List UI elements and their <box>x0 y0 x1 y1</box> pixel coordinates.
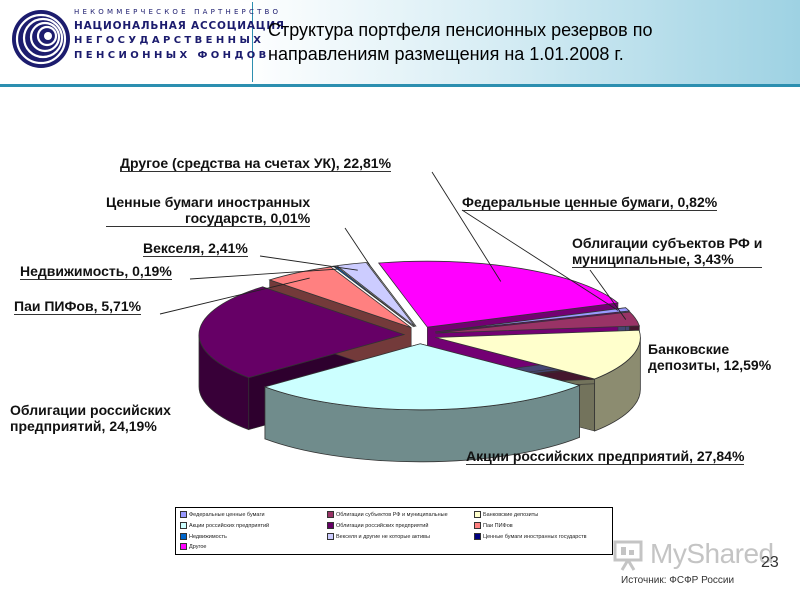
slice-label-foreign-securities: Ценные бумаги иностранных государств, 0,… <box>106 194 311 227</box>
slice-label-bills: Векселя, 2,41% <box>143 240 248 257</box>
legend-item: Федеральные ценные бумаги <box>180 511 265 518</box>
pie-slice-федеральные-ценные-бумаги <box>434 307 631 333</box>
legend-item: Недвижимость <box>180 533 227 540</box>
slice-label-bank-deposits: Банковские депозиты, 12,59% <box>648 341 771 373</box>
chart-legend: Федеральные ценные бумаги Облигации субъ… <box>175 507 613 555</box>
presentation-icon <box>613 540 643 571</box>
pie-slice-банковские-депозиты <box>435 329 641 380</box>
legend-label: Федеральные ценные бумаги <box>189 511 265 518</box>
logo-text-line: НЕКОММЕРЧЕСКОЕ ПАРТНЕРСТВО <box>74 8 282 16</box>
slice-label-line: Облигации субъектов РФ и <box>572 235 763 251</box>
legend-swatch <box>474 511 481 518</box>
legend-item: Облигации субъектов РФ и муниципальные <box>327 511 448 518</box>
leader-line-векселя-и-другие-не-которые-активы <box>259 255 358 271</box>
legend-item: Другое <box>180 543 206 550</box>
slice-label-line: предприятий, 24,19% <box>10 418 157 434</box>
page-title-line: Структура портфеля пенсионных резервов п… <box>268 20 653 40</box>
legend-label: Другое <box>189 543 207 550</box>
header-divider <box>0 84 800 87</box>
legend-item: Облигации российских предприятий <box>327 522 428 529</box>
slice-label-line: депозиты, 12,59% <box>648 357 772 373</box>
legend-swatch <box>327 522 334 529</box>
slice-label-line: муниципальные, 3,43% <box>572 251 763 268</box>
legend-label: Ценные бумаги иностранных государств <box>483 533 587 540</box>
watermark: MyShared <box>612 536 782 576</box>
header: НЕКОММЕРЧЕСКОЕ ПАРТНЕРСТВО НАЦИОНАЛЬНАЯ … <box>0 0 800 87</box>
pie-slice-паи-пифов <box>268 266 412 329</box>
legend-swatch <box>180 511 187 518</box>
leader-line-федеральные-ценные-бумаги <box>461 209 619 311</box>
slice-label-line: Банковские <box>648 341 730 357</box>
pie-slice-облигации-российских-предприятий <box>198 286 406 379</box>
pie-slice-другое <box>377 260 619 328</box>
legend-swatch <box>474 522 481 529</box>
watermark-text: MyShared <box>650 538 774 569</box>
slice-label-corporate-shares: Акции российских предприятий, 27,84% <box>466 448 745 465</box>
legend-label: Недвижимость <box>189 533 227 540</box>
pie-slice-акции-российских-предприятий <box>263 343 581 411</box>
legend-label: Облигации субъектов РФ и муниципальные <box>336 511 448 518</box>
legend-swatch <box>180 522 187 529</box>
slice-label-line: Ценные бумаги иностранных <box>106 194 311 210</box>
spiral-logo-icon <box>12 10 70 68</box>
legend-swatch <box>327 533 334 540</box>
legend-label: Векселя и другие не которые активы <box>336 533 430 540</box>
legend-item: Ценные бумаги иностранных государств <box>474 533 587 540</box>
slice-label-line: государств, 0,01% <box>106 210 311 227</box>
legend-swatch <box>327 511 334 518</box>
pie-slice-облигации-субъектов-рф-и-муниципальные <box>435 311 640 334</box>
slice-label-other: Другое (средства на счетах УК), 22,81% <box>120 155 392 172</box>
leader-line-другое <box>431 171 502 282</box>
leader-line-недвижимость <box>189 268 339 280</box>
slice-label-real-estate: Недвижимость, 0,19% <box>20 263 172 280</box>
legend-label: Банковские депозиты <box>483 511 539 518</box>
leader-line-паи-пифов <box>159 277 310 315</box>
slice-label-municipal-bonds: Облигации субъектов РФ и муниципальные, … <box>572 235 763 268</box>
slice-label-mutual-funds: Паи ПИФов, 5,71% <box>14 298 142 315</box>
legend-label: Облигации российских предприятий <box>336 522 429 529</box>
page-number: 23 <box>761 554 779 571</box>
pie-tops <box>198 260 641 411</box>
leader-lines <box>159 171 627 320</box>
logo-text-line: НАЦИОНАЛЬНАЯ АССОЦИАЦИЯ <box>74 20 285 32</box>
legend-item: Паи ПИФов <box>474 522 513 529</box>
leader-line-облигации-субъектов-рф-и-муниципальные <box>589 269 627 320</box>
legend-swatch <box>180 533 187 540</box>
logo-text-line: НЕГОСУДАРСТВЕННЫХ <box>74 35 265 46</box>
pie-slice-векселя-и-другие-не-которые-активы <box>335 262 416 327</box>
logo-text-line: ПЕНСИОННЫХ ФОНДОВ <box>74 50 270 61</box>
legend-item: Банковские депозиты <box>474 511 538 518</box>
legend-swatch <box>474 533 481 540</box>
slice-label-line: Облигации российских <box>10 402 171 418</box>
slice-label-federal-securities: Федеральные ценные бумаги, 0,82% <box>462 194 718 211</box>
leader-line-ценные-бумаги-иностранных-государств <box>344 227 371 266</box>
legend-item: Векселя и другие не которые активы <box>327 533 430 540</box>
legend-item: Акции российских предприятий <box>180 522 269 529</box>
legend-label: Паи ПИФов <box>483 522 513 529</box>
logo: НЕКОММЕРЧЕСКОЕ ПАРТНЕРСТВО НАЦИОНАЛЬНАЯ … <box>6 2 284 82</box>
slice-label-corporate-bonds: Облигации российских предприятий, 24,19% <box>10 402 171 434</box>
legend-label: Акции российских предприятий <box>189 522 270 529</box>
page-title-line: направлениям размещения на 1.01.2008 г. <box>268 44 624 64</box>
legend-swatch <box>180 543 187 550</box>
source-note: Источник: ФСФР России <box>621 575 735 586</box>
page-title: Структура портфеля пенсионных резервов п… <box>268 18 768 66</box>
